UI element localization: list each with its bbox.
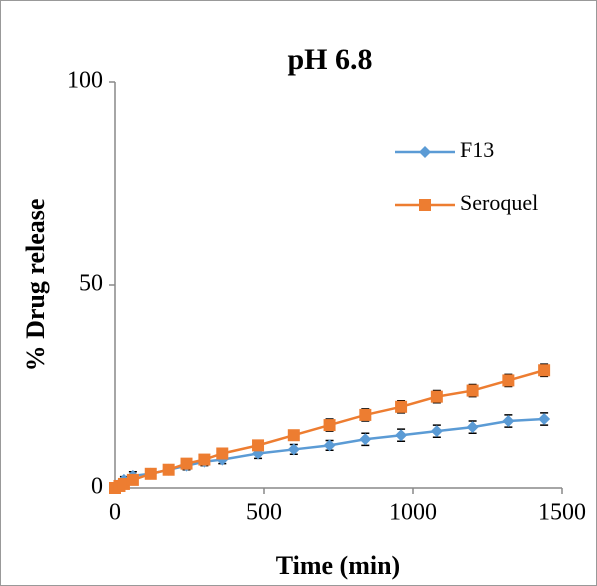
data-point: [323, 419, 336, 432]
x-axis-label: Time (min): [276, 551, 400, 580]
y-tick-label: 0: [91, 474, 103, 500]
y-tick-label: 100: [67, 68, 103, 94]
data-point: [252, 439, 265, 452]
y-tick-label: 50: [79, 271, 103, 297]
data-point: [395, 400, 408, 413]
data-point: [162, 463, 175, 476]
y-axis-label: % Drug release: [21, 199, 50, 372]
x-tick-label: 1000: [389, 500, 437, 526]
data-point: [359, 408, 372, 421]
x-tick-label: 0: [109, 500, 121, 526]
data-point: [126, 473, 139, 486]
x-tick-label: 500: [246, 500, 282, 526]
data-point: [359, 433, 372, 446]
legend-marker: [419, 199, 431, 211]
data-point: [466, 384, 479, 397]
data-point: [502, 415, 515, 428]
data-point: [430, 425, 443, 438]
data-point: [538, 412, 551, 425]
legend-marker: [419, 146, 431, 158]
data-point: [180, 457, 193, 470]
x-tick-label: 1500: [538, 500, 586, 526]
chart-title: pH 6.8: [287, 43, 372, 76]
data-point: [144, 467, 157, 480]
data-point: [216, 447, 229, 460]
data-point: [287, 443, 300, 456]
data-point: [538, 364, 551, 377]
data-point: [198, 453, 211, 466]
data-point: [430, 390, 443, 403]
data-point: [466, 421, 479, 434]
data-point: [287, 429, 300, 442]
data-point: [323, 439, 336, 452]
legend-label: Seroquel: [460, 190, 538, 215]
data-point: [502, 374, 515, 387]
data-point: [395, 429, 408, 442]
legend-label: F13: [460, 137, 494, 162]
